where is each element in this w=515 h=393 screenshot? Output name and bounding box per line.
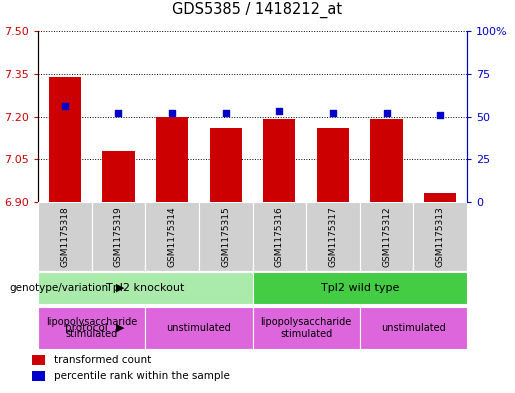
Bar bbox=[306, 202, 360, 271]
Bar bbox=[102, 151, 134, 202]
Bar bbox=[199, 202, 252, 271]
Text: ▶: ▶ bbox=[116, 283, 125, 293]
Bar bbox=[210, 128, 242, 202]
Bar bbox=[252, 202, 306, 271]
Text: GSM1175318: GSM1175318 bbox=[60, 206, 70, 267]
Bar bbox=[49, 77, 81, 202]
Bar bbox=[145, 202, 199, 271]
Text: GSM1175313: GSM1175313 bbox=[436, 206, 444, 267]
Bar bbox=[370, 119, 403, 202]
Point bbox=[221, 110, 230, 116]
Point bbox=[275, 108, 283, 114]
Point bbox=[383, 110, 391, 116]
Bar bbox=[32, 355, 45, 365]
Text: GSM1175312: GSM1175312 bbox=[382, 206, 391, 267]
Bar bbox=[145, 307, 252, 349]
Bar bbox=[424, 193, 456, 202]
Point bbox=[168, 110, 176, 116]
Text: GDS5385 / 1418212_at: GDS5385 / 1418212_at bbox=[173, 2, 342, 18]
Bar bbox=[32, 371, 45, 381]
Text: transformed count: transformed count bbox=[54, 355, 151, 365]
Bar bbox=[360, 307, 467, 349]
Bar bbox=[252, 307, 360, 349]
Point bbox=[114, 110, 123, 116]
Bar bbox=[38, 307, 145, 349]
Bar bbox=[360, 202, 414, 271]
Text: GSM1175317: GSM1175317 bbox=[329, 206, 337, 267]
Bar bbox=[317, 128, 349, 202]
Bar bbox=[414, 202, 467, 271]
Text: GSM1175315: GSM1175315 bbox=[221, 206, 230, 267]
Text: GSM1175316: GSM1175316 bbox=[275, 206, 284, 267]
Point bbox=[329, 110, 337, 116]
Bar bbox=[92, 202, 145, 271]
Text: protocol: protocol bbox=[65, 323, 108, 333]
Text: unstimulated: unstimulated bbox=[166, 323, 231, 333]
Text: lipopolysaccharide
stimulated: lipopolysaccharide stimulated bbox=[46, 317, 138, 339]
Text: Tpl2 wild type: Tpl2 wild type bbox=[320, 283, 399, 293]
Text: ▶: ▶ bbox=[116, 323, 125, 333]
Text: GSM1175314: GSM1175314 bbox=[167, 206, 177, 267]
Bar bbox=[263, 119, 296, 202]
Bar bbox=[156, 116, 188, 202]
Text: genotype/variation: genotype/variation bbox=[9, 283, 108, 293]
Text: Tpl2 knockout: Tpl2 knockout bbox=[106, 283, 184, 293]
Text: lipopolysaccharide
stimulated: lipopolysaccharide stimulated bbox=[261, 317, 352, 339]
Text: percentile rank within the sample: percentile rank within the sample bbox=[54, 371, 230, 381]
Text: unstimulated: unstimulated bbox=[381, 323, 446, 333]
Bar bbox=[38, 202, 92, 271]
Text: GSM1175319: GSM1175319 bbox=[114, 206, 123, 267]
Point bbox=[61, 103, 69, 109]
Bar bbox=[38, 272, 252, 304]
Point bbox=[436, 112, 444, 118]
Bar bbox=[252, 272, 467, 304]
